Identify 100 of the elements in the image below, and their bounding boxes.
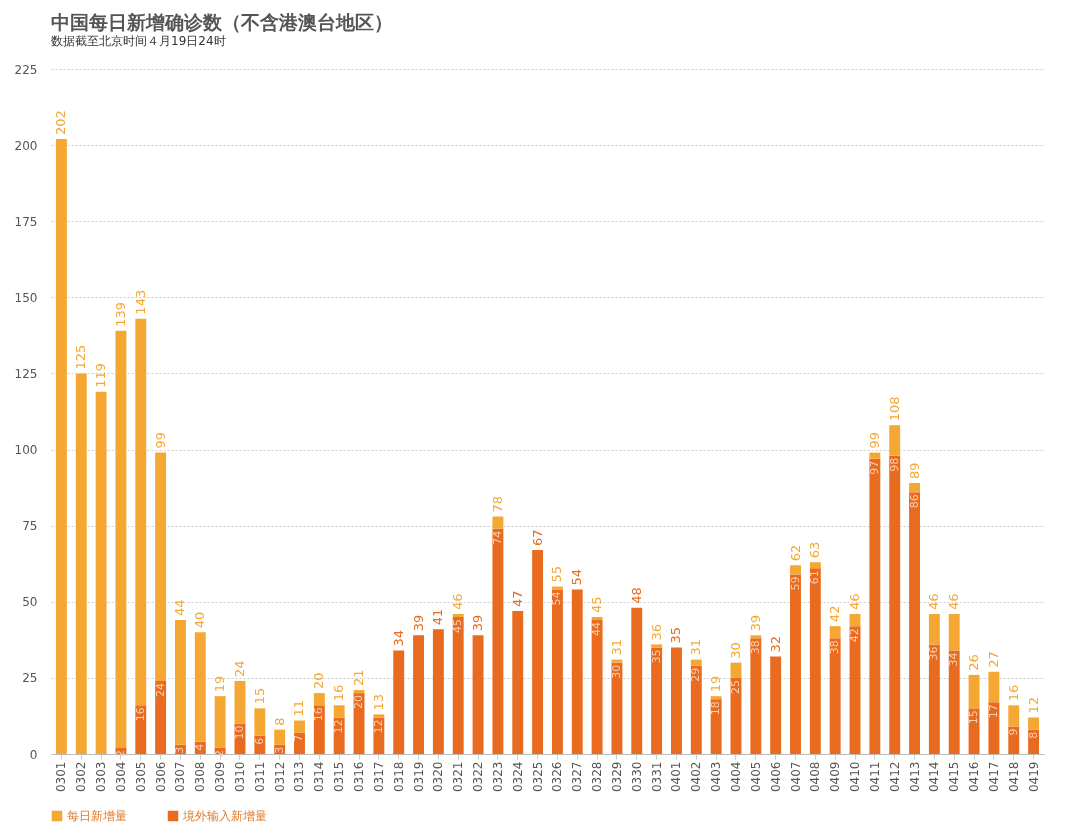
x-tick-label: 0307 [173,761,188,793]
total-label: 99 [152,432,168,449]
x-tick-label: 0403 [709,761,724,793]
data-label: 98 [887,457,901,472]
bar [512,610,524,754]
bar [155,680,167,754]
total-label: 34 [390,629,406,647]
total-label: 39 [470,614,486,632]
data-label: 35 [649,649,663,664]
x-tick-label: 0413 [907,761,922,793]
bar [115,330,127,748]
data-label: 42 [848,628,862,643]
x-tick-label: 0415 [947,761,962,793]
bar [889,425,901,456]
data-label: 12 [371,719,385,734]
bar [452,613,464,617]
x-tick-label: 0419 [1026,761,1041,793]
total-label: 46 [450,593,466,610]
total-label: 139 [112,301,128,327]
total-label: 13 [370,693,386,711]
x-tick-label: 0308 [193,761,208,793]
x-tick-label: 0326 [550,761,565,793]
x-tick-label: 0312 [272,761,287,793]
data-label: 25 [728,679,742,694]
x-tick-label: 0323 [490,761,505,793]
total-label: 16 [1005,684,1021,702]
x-tick-label: 0406 [768,761,783,793]
bar [532,550,544,754]
total-label: 99 [866,432,882,449]
x-tick-label: 0318 [391,761,406,793]
bar [909,492,920,754]
total-label: 67 [529,529,545,547]
data-label: 7 [292,734,306,742]
x-tick-label: 0321 [451,761,466,793]
data-label: 3 [173,746,187,754]
total-label: 42 [827,605,843,623]
y-tick-label: 0 [29,747,38,762]
data-label: 17 [986,704,1000,719]
x-tick-label: 0305 [133,761,148,793]
bar [274,729,286,745]
x-tick-label: 0404 [728,761,743,793]
total-label: 15 [251,687,267,705]
total-label: 46 [847,593,863,610]
total-label: 24 [231,660,247,677]
data-label: 12 [332,719,346,734]
bar [988,671,1000,703]
total-label: 16 [331,684,347,702]
total-label: 108 [886,396,902,422]
data-label: 36 [927,646,941,661]
legend-label: 每日新增量 [67,809,127,823]
x-tick-label: 0315 [332,761,347,793]
bar [948,650,960,754]
data-label: 59 [788,576,802,591]
y-tick-label: 50 [22,595,38,610]
x-tick-label: 0310 [232,761,247,793]
x-tick-label: 0418 [1006,761,1021,793]
x-tick-label: 0304 [113,761,128,793]
bar [690,665,702,754]
total-label: 89 [906,462,922,480]
bar [413,635,424,754]
total-label: 62 [787,544,803,562]
bar [135,318,147,706]
y-tick-label: 75 [22,519,38,534]
x-tick-label: 0322 [471,761,486,793]
x-tick-label: 0330 [629,761,644,793]
x-tick-label: 0313 [292,761,307,793]
total-label: 39 [747,614,763,632]
bar [551,589,563,754]
bar [611,659,623,663]
x-tick-label: 0412 [887,761,902,793]
data-label: 2 [113,749,127,757]
bar [869,452,881,459]
bar [373,714,385,718]
total-label: 20 [311,672,327,690]
total-label: 8 [271,717,287,726]
x-tick-label: 0303 [94,761,109,793]
bar [1008,705,1020,727]
bar [492,528,504,754]
x-tick-label: 0329 [609,761,624,793]
x-tick-label: 0408 [808,761,823,793]
chart-title: 中国每日新增确诊数（不含港澳台地区） [51,11,393,33]
bar [313,693,325,706]
total-label: 119 [93,362,109,388]
y-tick-label: 175 [14,214,38,229]
total-label: 27 [985,651,1001,668]
bar [829,638,841,754]
x-tick-label: 0325 [530,761,545,793]
legend-label: 境外输入新增量 [182,809,267,823]
bar [294,720,305,733]
total-label: 47 [509,590,525,607]
data-label: 54 [550,591,564,606]
x-tick-label: 0414 [927,761,942,793]
total-label: 12 [1025,696,1041,714]
bar [690,659,702,666]
y-tick-label: 150 [14,290,38,305]
x-tick-label: 0319 [411,761,426,793]
x-tick-label: 0309 [213,761,228,793]
x-tick-label: 0320 [431,761,446,793]
total-label: 46 [926,593,942,610]
x-tick-label: 0417 [986,761,1001,793]
